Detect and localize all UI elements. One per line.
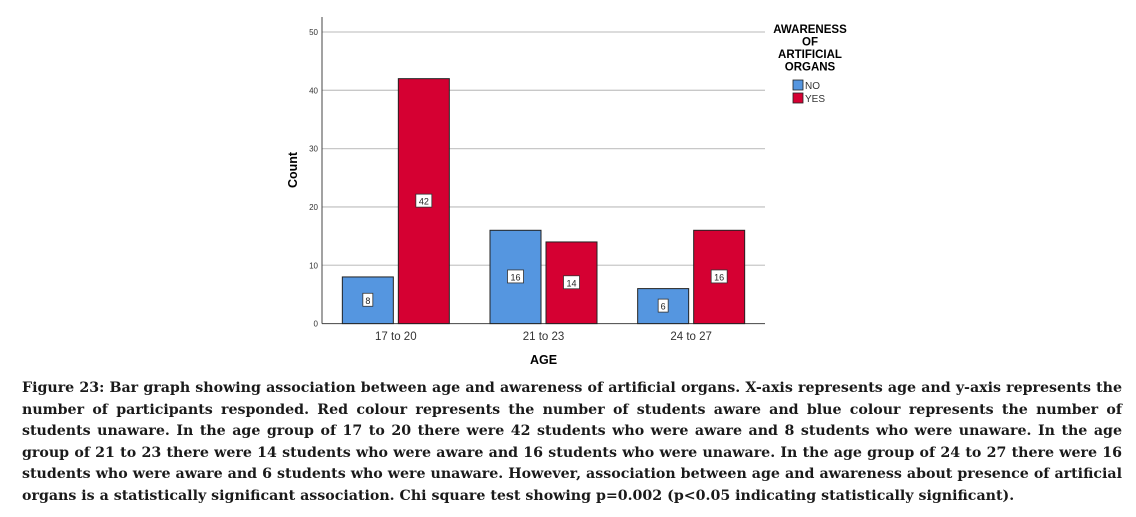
legend-swatch-yes [792, 92, 804, 104]
data-label-box [563, 275, 580, 290]
legend-title: ARTIFICIAL [778, 49, 842, 61]
legend-title: AWARENESS [773, 24, 847, 36]
y-tick-label: 20 [309, 203, 318, 212]
data-label: 16 [714, 272, 724, 282]
data-label: 42 [419, 197, 429, 207]
y-tick-label: 0 [314, 320, 319, 329]
figure-caption: Figure 23: Bar graph showing association… [22, 380, 1122, 504]
legend-label: NO [805, 81, 820, 92]
data-label: 6 [661, 302, 666, 312]
legend-title: ORGANS [785, 62, 836, 74]
legend-swatch-no [792, 79, 804, 91]
data-label-box [507, 269, 524, 284]
x-axis-label: AGE [530, 353, 557, 367]
data-label-box [415, 193, 433, 208]
data-label-box [657, 298, 669, 313]
x-tick-label: 17 to 20 [375, 331, 417, 343]
data-label: 16 [510, 272, 520, 282]
y-tick-label: 40 [309, 86, 318, 95]
data-label: 8 [365, 296, 370, 306]
y-tick-label: 10 [309, 261, 318, 270]
y-tick-label: 30 [309, 145, 318, 154]
y-axis-label: Count [286, 151, 300, 188]
y-tick-label: 50 [309, 28, 318, 37]
bar-chart: 0 10 20 30 40 50 17 to 20 8 42 21 to 23 16 14 24 to … [286, 17, 847, 367]
legend-title: OF [802, 37, 818, 49]
data-label-box [710, 269, 728, 284]
x-tick-label: 24 to 27 [670, 331, 712, 343]
data-label-box [362, 292, 374, 307]
x-tick-label: 21 to 23 [523, 331, 565, 343]
legend-label: YES [805, 94, 825, 105]
data-label: 14 [566, 278, 576, 288]
